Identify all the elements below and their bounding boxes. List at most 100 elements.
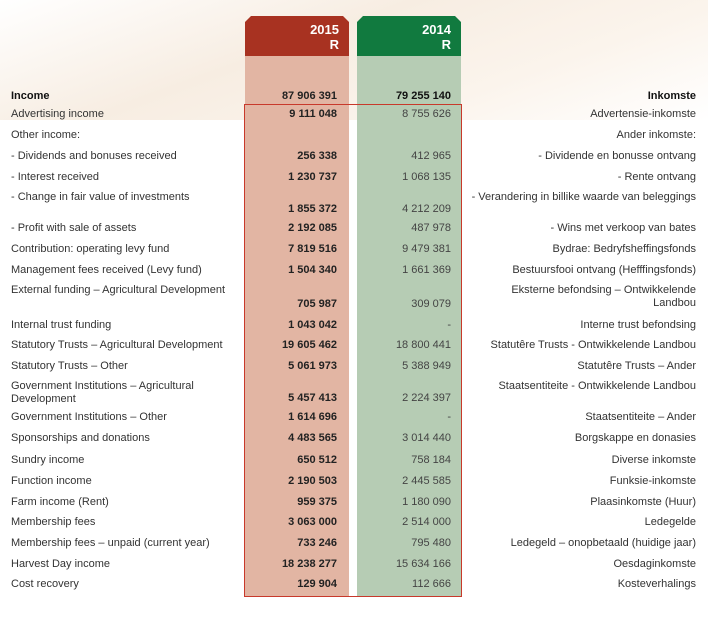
label-afrikaans: Ander inkomste: xyxy=(616,129,696,141)
column-header-2014: 2014 R xyxy=(357,16,461,56)
value-2014: 2 445 585 xyxy=(402,475,451,487)
table-row: Internal trust funding 1 043 042 - Interne … xyxy=(0,319,708,332)
label-afrikaans: Interne trust befondsing xyxy=(580,319,696,331)
column-2014-fill xyxy=(357,56,461,596)
value-2014: 79 255 140 xyxy=(395,90,451,102)
value-2014: 795 480 xyxy=(411,537,451,549)
label-afrikaans: - Wins met verkoop van bates xyxy=(550,222,696,234)
label-english: Statutory Trusts – Agricultural Developm… xyxy=(11,339,223,351)
label-afrikaans: Statutêre Trusts – Ander xyxy=(577,360,696,372)
label-english: Harvest Day income xyxy=(11,558,111,570)
table-row: Advertising income 9 111 048 8 755 626 Adve… xyxy=(0,108,708,121)
label-afrikaans: Eksterne befondsing – Ontwikkelende Land… xyxy=(511,284,696,309)
label-english: - Interest received xyxy=(11,171,100,183)
label-afrikaans: - Rente ontvang xyxy=(617,171,696,183)
value-2014: 4 212 209 xyxy=(402,203,451,215)
label-english: External funding – Agricultural Developm… xyxy=(11,284,226,296)
table-row: - Profit with sale of assets 2 192 085 487… xyxy=(0,222,708,235)
value-2015: 4 483 565 xyxy=(288,432,337,444)
value-2015: 87 906 391 xyxy=(281,90,337,102)
table-row: Government Institutions – Other 1 614 696… xyxy=(0,411,708,424)
value-2014: 2 224 397 xyxy=(402,392,451,404)
label-english: Other income: xyxy=(11,129,81,141)
value-2014: 758 184 xyxy=(411,454,451,466)
label-afrikaans: Plaasinkomste (Huur) xyxy=(590,496,696,508)
table-row: Farm income (Rent) 959 375 1 180 090 Plaasi… xyxy=(0,496,708,509)
value-2015: 733 246 xyxy=(297,537,337,549)
label-afrikaans: - Dividende en bonusse ontvang xyxy=(538,150,696,162)
value-2014: 9 479 381 xyxy=(402,243,451,255)
highlight-frame xyxy=(244,104,462,597)
label-english: Income xyxy=(11,90,50,102)
table-row: Income 87 906 391 79 255 140 Inkomste xyxy=(0,90,708,103)
label-afrikaans: Funksie-inkomste xyxy=(609,475,696,487)
value-2015: 9 111 048 xyxy=(289,108,337,120)
label-afrikaans: Diverse inkomste xyxy=(611,454,696,466)
label-english: Membership fees – unpaid (current year) xyxy=(11,537,210,549)
label-english: Internal trust funding xyxy=(11,319,112,331)
table-row: Statutory Trusts – Other 5 061 973 5 388 9… xyxy=(0,360,708,373)
label-english: - Profit with sale of assets xyxy=(11,222,137,234)
value-2015: 2 190 503 xyxy=(288,475,337,487)
label-afrikaans: - Verandering in billike waarde van bele… xyxy=(471,191,696,203)
value-2014: 1 180 090 xyxy=(402,496,451,508)
label-afrikaans: Kosteverhalings xyxy=(617,578,696,590)
value-2014: 15 634 166 xyxy=(395,558,451,570)
table-row: Harvest Day income 18 238 277 15 634 166 Oe… xyxy=(0,558,708,571)
value-2015: 1 043 042 xyxy=(288,319,337,331)
table-row: Sundry income 650 512 758 184 Diverse inkom… xyxy=(0,454,708,467)
value-2015: 2 192 085 xyxy=(288,222,337,234)
year-label: 2015 xyxy=(310,22,339,37)
value-2014: 18 800 441 xyxy=(395,339,451,351)
label-english: - Dividends and bonuses received xyxy=(11,150,177,162)
table-row: Sponsorships and donations 4 483 565 3 014… xyxy=(0,432,708,445)
label-english: Contribution: operating levy fund xyxy=(11,243,170,255)
table-row: - Dividends and bonuses received 256 338 4… xyxy=(0,150,708,163)
label-english: Cost recovery xyxy=(11,578,79,590)
value-2014: 1 661 369 xyxy=(402,264,451,276)
table-row: Cost recovery 129 904 112 666 Kosteverhalin… xyxy=(0,578,708,591)
label-afrikaans: Inkomste xyxy=(647,90,696,102)
label-english: Management fees received (Levy fund) xyxy=(11,264,202,276)
table-row: Membership fees 3 063 000 2 514 000 Ledegel… xyxy=(0,516,708,529)
header-background xyxy=(0,0,708,120)
value-2015: 5 061 973 xyxy=(288,360,337,372)
value-2014: 2 514 000 xyxy=(402,516,451,528)
label-afrikaans: Oesdaginkomste xyxy=(613,558,696,570)
label-afrikaans: Ledegelde xyxy=(644,516,696,528)
label-english: Sponsorships and donations xyxy=(11,432,150,444)
label-english: - Change in fair value of investments xyxy=(11,191,190,203)
value-2015: 650 512 xyxy=(297,454,337,466)
value-2015: 1 855 372 xyxy=(288,203,337,215)
table-row: Statutory Trusts – Agricultural Developm… xyxy=(0,339,708,352)
label-english: Farm income (Rent) xyxy=(11,496,109,508)
table-row: Function income 2 190 503 2 445 585 Funksie… xyxy=(0,475,708,488)
value-2014: 8 755 626 xyxy=(402,108,451,120)
value-2014: 3 014 440 xyxy=(402,432,451,444)
label-english: Membership fees xyxy=(11,516,96,528)
value-2015: 5 457 413 xyxy=(288,392,337,404)
column-2015-fill xyxy=(245,56,349,596)
value-2015: 1 504 340 xyxy=(288,264,337,276)
value-2015: 256 338 xyxy=(297,150,337,162)
value-2015: 19 605 462 xyxy=(281,339,337,351)
currency-label: R xyxy=(441,37,451,52)
value-2015: 959 375 xyxy=(297,496,337,508)
label-afrikaans: Staatsentiteite – Ander xyxy=(585,411,696,423)
table-row: Membership fees – unpaid (current year) 7… xyxy=(0,537,708,550)
label-afrikaans: Bestuursfooi ontvang (Hefffingsfonds) xyxy=(512,264,696,276)
value-2015: 3 063 000 xyxy=(288,516,337,528)
value-2014: - xyxy=(447,411,451,423)
table-row: Contribution: operating levy fund 7 819 5… xyxy=(0,243,708,256)
label-afrikaans: Staatsentiteite - Ontwikkelende Landbou xyxy=(498,380,696,392)
label-english: Sundry income xyxy=(11,454,85,466)
label-afrikaans: Advertensie-inkomste xyxy=(590,108,696,120)
column-header-2015: 2015 R xyxy=(245,16,349,56)
value-2014: 412 965 xyxy=(411,150,451,162)
table-row: - Change in fair value of investments 1 8… xyxy=(0,191,708,216)
table-row: Government Institutions – Agricultural D… xyxy=(0,380,708,405)
label-afrikaans: Bydrae: Bedryfsheffingsfonds xyxy=(552,243,697,255)
value-2015: 705 987 xyxy=(297,298,337,310)
value-2015: 129 904 xyxy=(297,578,337,590)
label-afrikaans: Ledegeld – onopbetaald (huidige jaar) xyxy=(510,537,696,549)
